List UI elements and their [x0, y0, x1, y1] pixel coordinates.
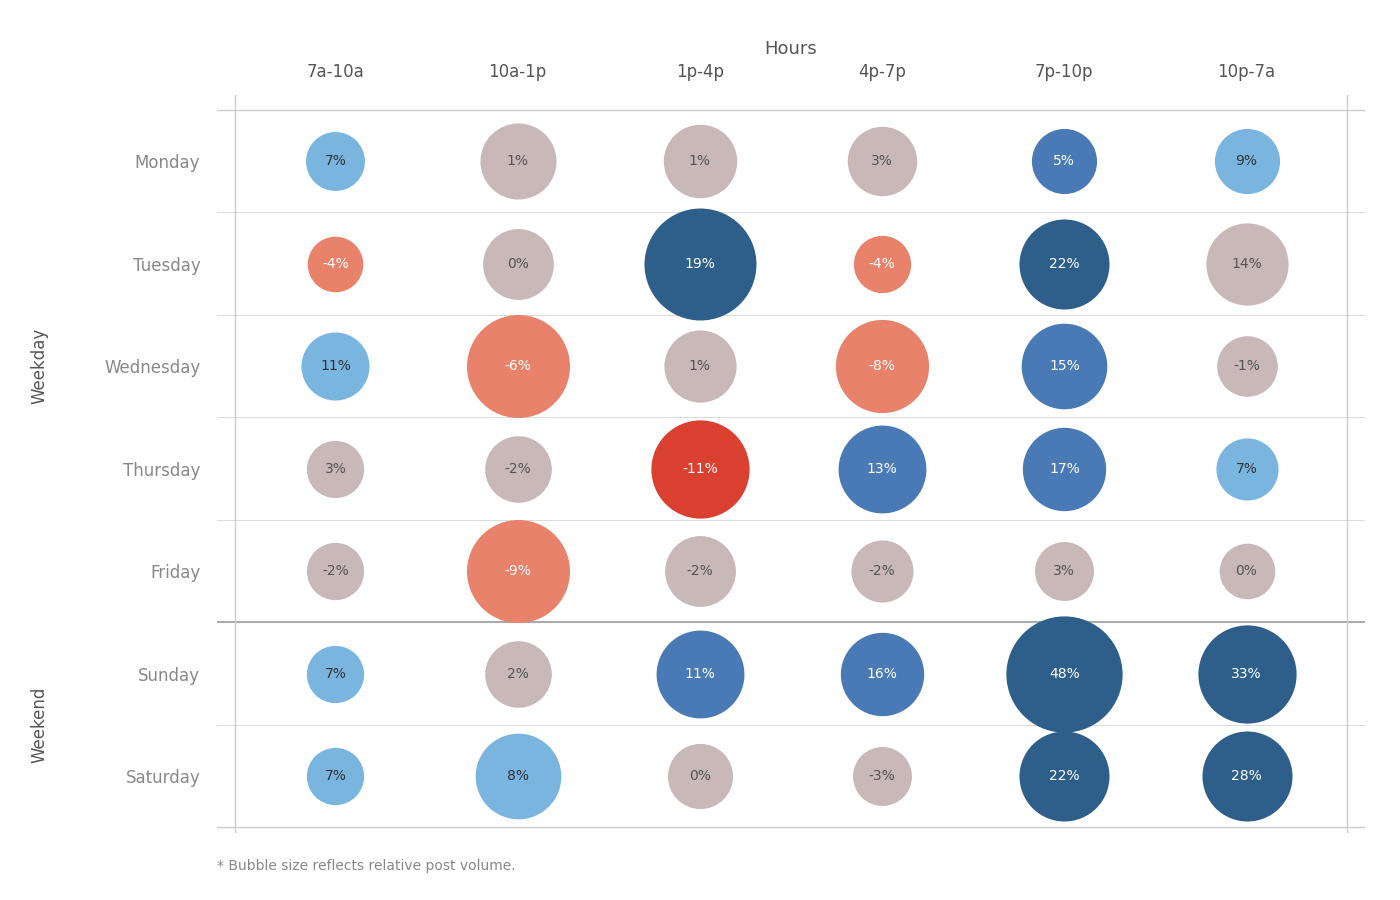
- Text: 16%: 16%: [867, 667, 897, 680]
- Point: [871, 462, 893, 476]
- Text: -9%: -9%: [504, 564, 531, 578]
- Text: 3%: 3%: [871, 154, 893, 168]
- Point: [1053, 154, 1075, 168]
- Text: 19%: 19%: [685, 256, 715, 271]
- Text: -2%: -2%: [504, 462, 531, 475]
- Text: 8%: 8%: [507, 770, 529, 783]
- Text: * Bubble size reflects relative post volume.: * Bubble size reflects relative post vol…: [217, 859, 515, 873]
- Point: [871, 154, 893, 168]
- Point: [1235, 359, 1257, 374]
- Point: [871, 359, 893, 374]
- Point: [507, 564, 529, 579]
- Text: 17%: 17%: [1049, 462, 1079, 475]
- Text: 3%: 3%: [1053, 564, 1075, 578]
- Text: 9%: 9%: [1236, 154, 1257, 168]
- Point: [1235, 256, 1257, 271]
- Point: [1053, 769, 1075, 783]
- Point: [1235, 666, 1257, 680]
- Point: [325, 666, 347, 680]
- Text: 48%: 48%: [1049, 667, 1079, 680]
- Text: 11%: 11%: [685, 667, 715, 680]
- Point: [325, 769, 347, 783]
- Text: 33%: 33%: [1231, 667, 1261, 680]
- Point: [507, 666, 529, 680]
- Point: [871, 564, 893, 579]
- Text: -3%: -3%: [869, 770, 896, 783]
- Point: [1053, 666, 1075, 680]
- Text: 0%: 0%: [507, 256, 529, 271]
- Text: 7%: 7%: [325, 154, 346, 168]
- Text: 3%: 3%: [325, 462, 346, 475]
- Text: Weekday: Weekday: [31, 328, 48, 404]
- Point: [871, 666, 893, 680]
- Text: -1%: -1%: [1233, 359, 1260, 374]
- Point: [1053, 564, 1075, 579]
- Point: [1235, 462, 1257, 476]
- Point: [507, 462, 529, 476]
- Text: 7%: 7%: [1236, 462, 1257, 475]
- Text: 22%: 22%: [1049, 770, 1079, 783]
- Point: [325, 564, 347, 579]
- Text: 15%: 15%: [1049, 359, 1079, 374]
- Text: -8%: -8%: [868, 359, 896, 374]
- Text: -4%: -4%: [322, 256, 349, 271]
- Text: -2%: -2%: [869, 564, 896, 578]
- Point: [689, 359, 711, 374]
- Text: Weekend: Weekend: [31, 687, 48, 763]
- Text: 1%: 1%: [689, 359, 711, 374]
- Text: 14%: 14%: [1231, 256, 1261, 271]
- Point: [1053, 256, 1075, 271]
- Text: 0%: 0%: [1236, 564, 1257, 578]
- Point: [1235, 769, 1257, 783]
- Point: [689, 462, 711, 476]
- Point: [1235, 154, 1257, 168]
- Point: [507, 769, 529, 783]
- Text: 0%: 0%: [689, 770, 711, 783]
- Point: [507, 154, 529, 168]
- Point: [689, 154, 711, 168]
- Point: [1053, 359, 1075, 374]
- Text: 13%: 13%: [867, 462, 897, 475]
- Point: [871, 256, 893, 271]
- Text: 1%: 1%: [689, 154, 711, 168]
- Text: Hours: Hours: [764, 40, 818, 58]
- Point: [507, 256, 529, 271]
- Text: -11%: -11%: [682, 462, 718, 475]
- Text: -2%: -2%: [322, 564, 349, 578]
- Text: 7%: 7%: [325, 770, 346, 783]
- Text: 7%: 7%: [325, 667, 346, 680]
- Point: [871, 769, 893, 783]
- Text: 1%: 1%: [507, 154, 529, 168]
- Text: -4%: -4%: [869, 256, 896, 271]
- Text: 22%: 22%: [1049, 256, 1079, 271]
- Point: [325, 462, 347, 476]
- Point: [1235, 564, 1257, 579]
- Text: 5%: 5%: [1053, 154, 1075, 168]
- Point: [325, 359, 347, 374]
- Text: -2%: -2%: [686, 564, 713, 578]
- Text: 2%: 2%: [507, 667, 529, 680]
- Point: [689, 769, 711, 783]
- Point: [1053, 462, 1075, 476]
- Text: 11%: 11%: [321, 359, 351, 374]
- Point: [689, 564, 711, 579]
- Point: [325, 256, 347, 271]
- Point: [689, 666, 711, 680]
- Point: [507, 359, 529, 374]
- Text: 28%: 28%: [1231, 770, 1261, 783]
- Text: -6%: -6%: [504, 359, 531, 374]
- Point: [325, 154, 347, 168]
- Point: [689, 256, 711, 271]
